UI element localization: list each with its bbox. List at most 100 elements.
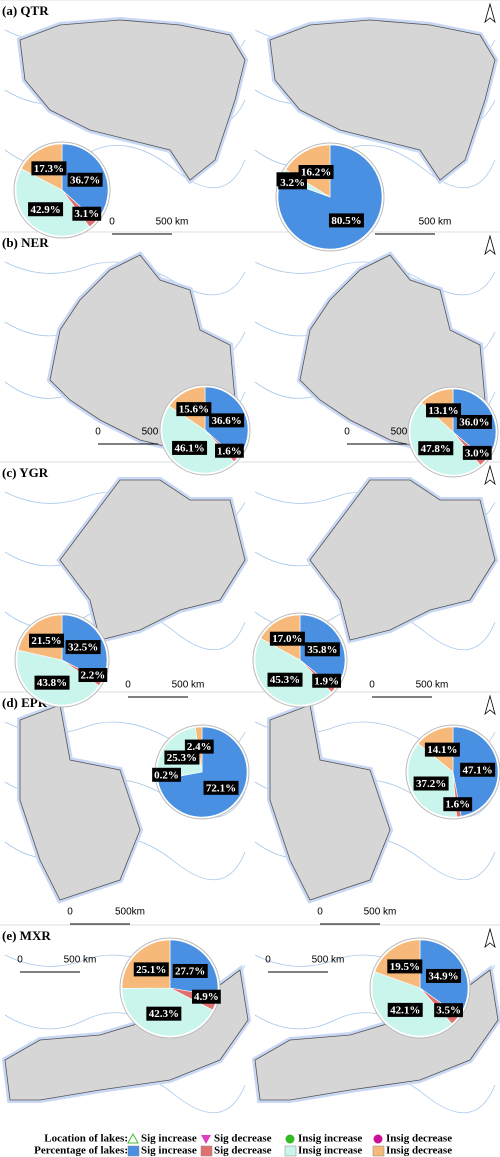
pie-label: 36.0%: [459, 416, 489, 428]
scale-start: 0: [17, 955, 23, 966]
region: [19, 704, 141, 901]
pie-label: 3.0%: [465, 447, 490, 459]
north-arrow: [484, 2, 496, 24]
pie-label: 42.3%: [149, 1008, 179, 1020]
legend-text: Insig increase: [298, 1145, 362, 1157]
pie-label: 2.4%: [187, 741, 212, 753]
pie-label-box: [425, 968, 461, 983]
pie-label: 3.2%: [280, 177, 305, 189]
pie-label: 43.8%: [37, 677, 67, 689]
legend-symbol: [373, 1134, 383, 1144]
scale-end: 500 km: [64, 955, 97, 966]
pie-label-box: [413, 776, 449, 791]
pie-label-box: [28, 202, 64, 217]
legend-text: Insig decrease: [386, 1145, 452, 1157]
pie-label: 19.5%: [390, 961, 420, 973]
pie-label: 36.7%: [70, 174, 100, 186]
panel-label: (e) MXR: [2, 928, 51, 943]
pie-label-box: [424, 742, 460, 757]
pie-label: 4.9%: [194, 991, 219, 1003]
pie-label-box: [387, 959, 423, 974]
pie-label-box: [456, 414, 492, 429]
pie-slice: [409, 402, 481, 476]
legend-text: Insig decrease: [386, 1133, 452, 1145]
legend-text: Sig increase: [141, 1133, 197, 1145]
pie-label: 3.1%: [74, 208, 99, 220]
pie-label-box: [31, 161, 67, 176]
pie-label-box: [462, 445, 492, 460]
pie-label: 37.2%: [416, 778, 446, 790]
pie-label: 36.6%: [211, 415, 241, 427]
region: [309, 479, 496, 641]
panel-label: (c) YGR: [2, 465, 49, 480]
region: [4, 969, 249, 1101]
legend-text: Sig decrease: [214, 1145, 272, 1157]
pie-label-box: [133, 962, 169, 977]
panel-label: (b) NER: [2, 235, 49, 250]
pie-slice: [254, 637, 332, 706]
scale-end: 500km: [115, 907, 145, 918]
pie-label-box: [215, 443, 244, 458]
legend-title: Location of lakes:: [44, 1133, 128, 1145]
pie-label-box: [65, 640, 101, 655]
scale-start: 0: [317, 907, 323, 918]
pie-label-box: [172, 440, 208, 455]
pie-label: 47.1%: [463, 764, 493, 776]
scale-end: 500 km: [312, 955, 345, 966]
pie-label-box: [192, 989, 221, 1004]
pie-label-box: [460, 762, 496, 777]
pie-label: 15.6%: [179, 404, 209, 416]
scale-end: 500 km: [419, 217, 452, 228]
scale-start: 0: [265, 955, 271, 966]
legend-symbol: [201, 1135, 211, 1144]
pie-label-box: [78, 668, 108, 683]
legend-symbol: [127, 1132, 139, 1144]
region: [254, 969, 499, 1101]
legend-text: Sig decrease: [214, 1133, 272, 1145]
pie-label: 3.5%: [436, 1005, 461, 1017]
scale-start: 0: [95, 427, 101, 438]
legend-swatch: [127, 1145, 140, 1157]
scale-start: 0: [369, 680, 375, 691]
pie-label-box: [146, 1006, 182, 1021]
scale-start: 0: [109, 217, 115, 228]
pie-label-box: [29, 633, 65, 648]
legend-text: Sig increase: [141, 1145, 197, 1157]
pie-label: 35.8%: [307, 644, 337, 656]
scale-end: 500 km: [142, 427, 175, 438]
pie-label: 1.9%: [314, 675, 339, 687]
pie-label: 46.1%: [174, 442, 204, 454]
pie-label: 34.9%: [428, 970, 458, 982]
scale-start: 0: [125, 680, 131, 691]
legend-swatch: [284, 1145, 297, 1157]
pie-label: 32.5%: [68, 642, 98, 654]
pie-label-box: [298, 165, 334, 180]
pie-label: 47.8%: [421, 443, 451, 455]
pie-label: 1.6%: [445, 799, 470, 811]
pie-label: 0.2%: [154, 769, 179, 781]
legend-swatch: [200, 1145, 213, 1157]
pie-label-box: [172, 963, 208, 978]
pie-label: 25.3%: [167, 752, 197, 764]
pie-label-box: [67, 172, 103, 187]
pie-label-box: [434, 1003, 463, 1018]
scale-end: 500 km: [364, 907, 397, 918]
pie-label-box: [164, 750, 200, 765]
north-arrow: [484, 694, 496, 716]
pie-label-box: [269, 631, 305, 646]
north-arrow: [484, 464, 496, 486]
pie-label: 80.5%: [331, 215, 361, 227]
scale-end: 500 km: [156, 217, 189, 228]
pie-label-box: [72, 206, 102, 221]
pie-label: 72.1%: [206, 782, 236, 794]
pie-label-box: [426, 403, 462, 418]
pie-label: 14.1%: [427, 744, 457, 756]
scale-end: 500 km: [172, 680, 205, 691]
pie-label: 27.7%: [175, 966, 205, 978]
panel-label: (a) QTR: [2, 3, 49, 18]
pie-label-box: [418, 441, 454, 456]
pie-label-box: [152, 767, 181, 782]
scale-end: 500 km: [416, 680, 449, 691]
region: [59, 479, 246, 641]
